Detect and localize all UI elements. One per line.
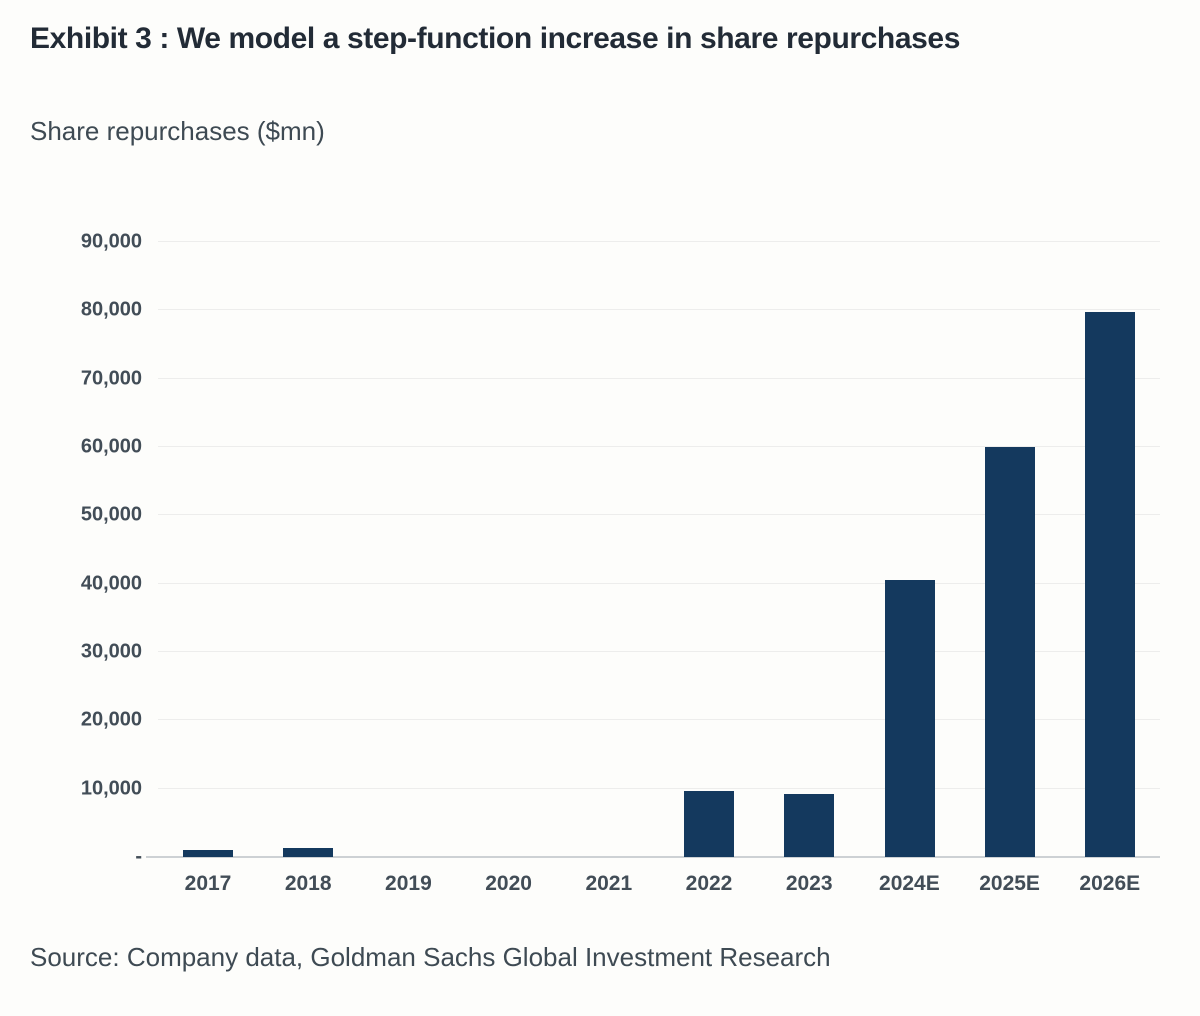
- y-axis-tick-label: 80,000: [80, 298, 142, 321]
- gridline: [158, 582, 1160, 584]
- x-axis-tick-label: 2019: [385, 872, 432, 895]
- x-axis-tick-label: 2023: [785, 872, 833, 895]
- x-axis-tick-label: 2022: [685, 872, 733, 895]
- gridline: [158, 241, 1160, 242]
- x-axis-tick-label: 2020: [485, 872, 532, 895]
- gridline: [158, 446, 1160, 447]
- bar-2025E: [984, 447, 1035, 857]
- x-axis-tick-label: 2026E: [1079, 872, 1141, 895]
- x-axis-line: [146, 856, 1160, 858]
- source-note: Source: Company data, Goldman Sachs Glob…: [30, 942, 831, 972]
- gridline: [158, 719, 1160, 721]
- gridline: [158, 787, 1160, 789]
- gridline: [158, 651, 1160, 652]
- y-axis-tick-label: 40,000: [80, 572, 142, 595]
- x-axis-tick-label: 2025E: [979, 872, 1040, 895]
- x-axis-tick-label: 2021: [585, 872, 633, 895]
- x-axis-tick-label: 2024E: [879, 872, 940, 895]
- y-axis-tick-label: 30,000: [80, 640, 142, 663]
- y-axis-tick-label: 20,000: [80, 708, 142, 731]
- exhibit-title: Exhibit 3 : We model a step-function inc…: [30, 22, 960, 55]
- x-axis-tick-label: 2018: [284, 872, 332, 895]
- y-axis-tick-label: 50,000: [80, 503, 142, 526]
- gridline: [158, 514, 1160, 516]
- y-axis-tick-label: 60,000: [80, 435, 142, 458]
- bar-2024E: [884, 580, 935, 857]
- x-axis-tick-label: 2017: [184, 872, 232, 895]
- y-axis-tick-label: -: [135, 845, 142, 868]
- y-axis-tick-label: 70,000: [80, 367, 142, 390]
- bar-2026E: [1084, 312, 1135, 857]
- bar-2018: [283, 848, 334, 857]
- y-axis-tick-label: 10,000: [80, 777, 142, 800]
- bar-2023: [784, 794, 835, 857]
- x-axis: 2017 2018 2019 2020 2021 2022 2023 2024E 2025E 20…: [158, 872, 1160, 902]
- y-axis: - 10,000 20,000 30,000 40,000 50,000 60,000 70,…: [30, 231, 142, 868]
- bar-2022: [684, 791, 735, 857]
- gridline: [158, 377, 1160, 379]
- gridline: [158, 309, 1160, 311]
- y-axis-tick-label: 90,000: [80, 230, 142, 253]
- chart-axis-units-label: Share repurchases ($mn): [30, 116, 325, 146]
- bar-2017: [183, 850, 234, 857]
- plot-area: [146, 241, 1160, 858]
